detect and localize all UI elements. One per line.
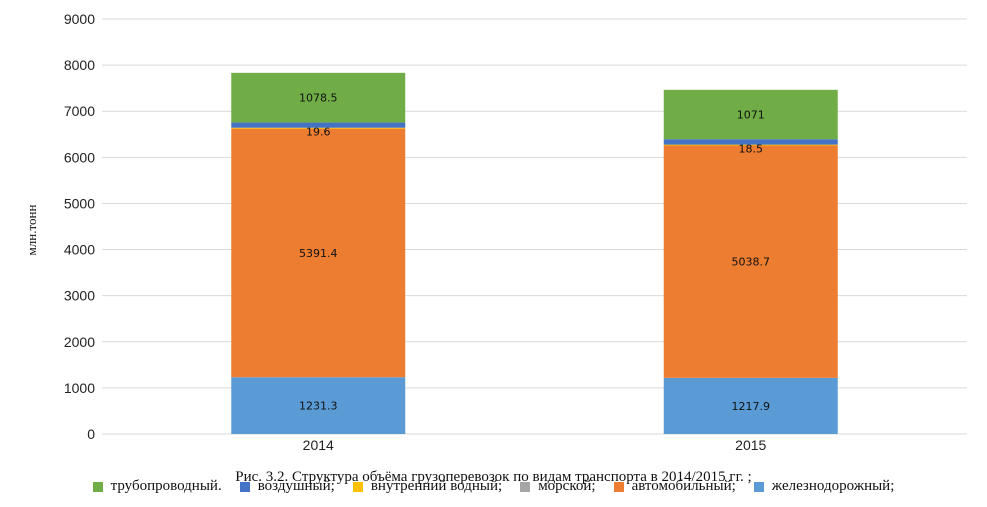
legend-label: морской; bbox=[538, 478, 596, 494]
y-tick-label: 4000 bbox=[64, 242, 95, 258]
bar-segment bbox=[231, 127, 406, 129]
legend-label: автомобильный; bbox=[631, 478, 736, 494]
y-tick-label: 0 bbox=[87, 426, 95, 442]
data-label: 5038.7 bbox=[732, 256, 771, 269]
data-label: 1217.9 bbox=[732, 400, 771, 413]
data-label: 5391.4 bbox=[299, 247, 338, 260]
data-label: 18.5 bbox=[739, 143, 764, 156]
bar-segment bbox=[663, 139, 838, 145]
legend-swatch bbox=[239, 481, 250, 492]
y-tick-label: 6000 bbox=[64, 149, 95, 165]
y-tick-label: 7000 bbox=[64, 103, 95, 119]
legend-label: трубопроводный. bbox=[110, 478, 222, 494]
bar-segment bbox=[231, 128, 406, 378]
bar-segment bbox=[231, 377, 406, 434]
bar-segment bbox=[231, 72, 406, 123]
legend-item: трубопроводный. bbox=[92, 478, 222, 495]
data-label: 1071 bbox=[737, 109, 765, 122]
bar-segment bbox=[663, 144, 838, 146]
legend-item: внутренний водный; bbox=[352, 478, 503, 495]
y-tick-label: 9000 bbox=[64, 11, 95, 27]
bar-segment bbox=[663, 377, 838, 434]
legend-swatch bbox=[352, 481, 363, 492]
y-axis-label: млн.тонн bbox=[24, 205, 39, 256]
legend-swatch bbox=[613, 481, 624, 492]
legend-item: железнодорожный; bbox=[753, 478, 895, 495]
legend-label: воздушный; bbox=[257, 478, 335, 494]
legend-item: воздушный; bbox=[239, 478, 335, 495]
bar-segment bbox=[231, 122, 406, 128]
data-label: 19.6 bbox=[306, 126, 331, 139]
legend-label: внутренний водный; bbox=[370, 478, 503, 494]
legend-item: морской; bbox=[520, 478, 596, 495]
x-tick-label: 2014 bbox=[303, 437, 334, 453]
legend-item: автомобильный; bbox=[613, 478, 736, 495]
bar-segment bbox=[663, 145, 838, 378]
y-tick-label: 2000 bbox=[64, 334, 95, 350]
data-label: 1231.3 bbox=[299, 400, 338, 413]
legend-label: железнодорожный; bbox=[771, 478, 895, 494]
y-tick-label: 5000 bbox=[64, 195, 95, 211]
y-tick-label: 3000 bbox=[64, 288, 95, 304]
data-label: 1078.5 bbox=[299, 92, 338, 105]
legend-swatch bbox=[92, 481, 103, 492]
y-tick-label: 1000 bbox=[64, 380, 95, 396]
y-tick-label: 8000 bbox=[64, 57, 95, 73]
chart-legend: трубопроводный. воздушный; внутренний водн… bbox=[0, 478, 987, 495]
legend-swatch bbox=[753, 481, 764, 492]
figure-caption: Рис. 3.2. Структура объёма грузоперевозо… bbox=[235, 469, 752, 485]
legend-swatch bbox=[520, 481, 531, 492]
x-tick-label: 2015 bbox=[735, 437, 766, 453]
bar-segment bbox=[663, 89, 838, 140]
